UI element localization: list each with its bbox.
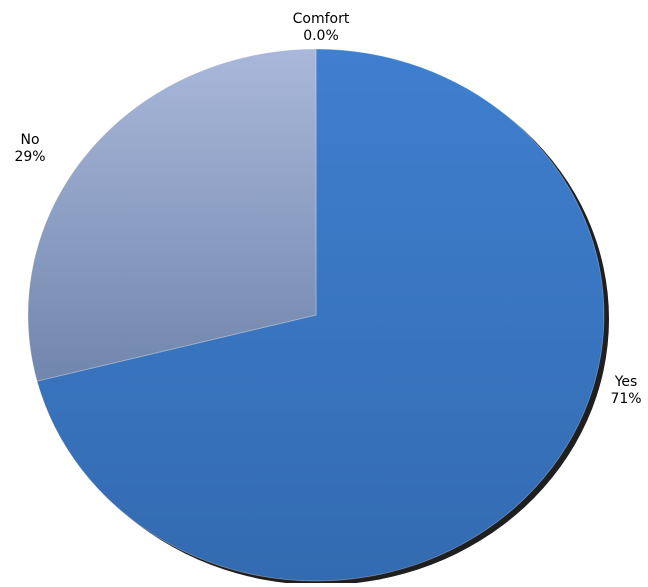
slice-label-comfort: Comfort [293,11,350,27]
slice-value-no: 29% [14,149,45,165]
slice-value-yes: 71% [610,391,641,407]
slice-label-no: No [20,132,39,148]
slice-value-comfort: 0.0% [303,28,339,44]
pie-slices [28,49,604,581]
slice-label-yes: Yes [614,374,638,390]
